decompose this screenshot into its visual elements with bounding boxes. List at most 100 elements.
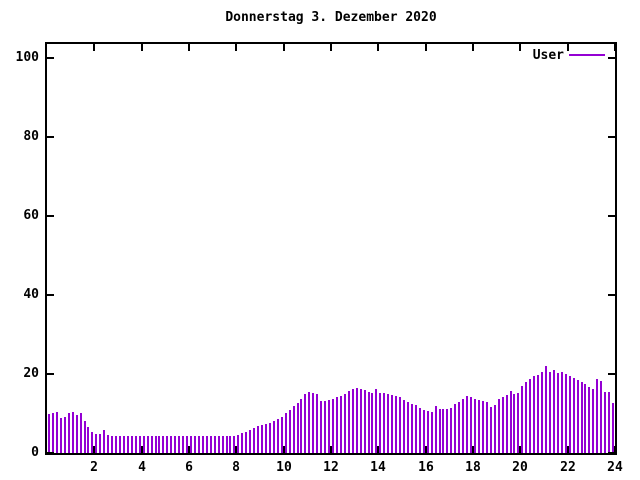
- bar: [604, 392, 607, 453]
- bar: [545, 366, 547, 453]
- bar: [430, 412, 433, 453]
- x-tick-top: [141, 44, 143, 51]
- bar: [107, 435, 110, 453]
- bar: [462, 399, 465, 453]
- bar: [103, 430, 106, 453]
- bar: [505, 395, 508, 453]
- bar: [375, 389, 378, 453]
- bar: [178, 436, 181, 453]
- bar: [272, 421, 275, 453]
- x-tick-bottom: [141, 446, 143, 453]
- bar: [296, 403, 299, 453]
- y-tick-right: [608, 136, 615, 138]
- bar: [99, 434, 102, 453]
- bar: [300, 399, 303, 453]
- bar: [55, 412, 58, 453]
- bar: [383, 393, 386, 453]
- y-tick-right: [608, 452, 615, 454]
- bar: [190, 436, 192, 453]
- x-tick-bottom: [330, 446, 332, 453]
- bar: [233, 436, 236, 453]
- bar: [489, 407, 492, 453]
- y-tick-left: [47, 373, 54, 375]
- bar: [304, 394, 307, 453]
- bar: [292, 406, 295, 453]
- x-tick-label: 2: [90, 460, 98, 475]
- bar: [122, 436, 125, 453]
- bar: [466, 396, 469, 453]
- bar: [525, 382, 528, 453]
- bar: [485, 402, 488, 453]
- bar: [537, 375, 540, 453]
- bar: [584, 384, 587, 453]
- x-tick-bottom: [377, 446, 379, 453]
- x-tick-label: 22: [560, 460, 576, 475]
- bar: [288, 410, 291, 453]
- bar: [201, 436, 204, 453]
- y-tick-label: 40: [23, 287, 39, 302]
- x-tick-top: [93, 44, 95, 51]
- bar: [225, 436, 228, 453]
- x-tick-bottom: [472, 446, 474, 453]
- legend-label-user: User: [532, 47, 564, 63]
- y-tick-right: [608, 215, 615, 217]
- bar: [95, 434, 98, 453]
- y-tick-label: 0: [31, 445, 39, 460]
- bar: [115, 436, 118, 453]
- x-tick-top: [188, 44, 190, 51]
- x-tick-label: 24: [607, 460, 623, 475]
- bar: [87, 427, 90, 453]
- bar: [395, 396, 398, 453]
- bar: [517, 393, 520, 453]
- bar: [63, 417, 66, 453]
- y-tick-left: [47, 215, 54, 217]
- y-tick-left: [47, 136, 54, 138]
- bar: [166, 436, 169, 453]
- bar: [572, 378, 575, 453]
- bar: [316, 394, 319, 453]
- bar: [130, 436, 133, 453]
- y-tick-label: 60: [23, 208, 39, 223]
- bar: [529, 379, 532, 453]
- y-tick-left: [47, 57, 54, 59]
- x-tick-top: [567, 44, 569, 51]
- bar: [83, 421, 86, 453]
- y-tick-label: 100: [15, 50, 39, 65]
- x-tick-bottom: [567, 446, 569, 453]
- bar: [182, 436, 185, 453]
- bar: [403, 400, 405, 453]
- bar: [335, 397, 338, 453]
- x-tick-bottom: [93, 446, 95, 453]
- bar: [351, 389, 354, 453]
- bar: [154, 436, 157, 453]
- bar: [51, 413, 54, 453]
- bar: [75, 415, 78, 453]
- bar: [422, 410, 425, 453]
- bar: [264, 424, 267, 453]
- bar: [454, 404, 457, 453]
- bar: [379, 393, 382, 453]
- bar: [221, 436, 224, 453]
- x-tick-label: 20: [512, 460, 528, 475]
- y-tick-right: [608, 57, 615, 59]
- x-tick-bottom: [614, 446, 616, 453]
- x-tick-label: 18: [465, 460, 481, 475]
- bar: [391, 395, 394, 453]
- bar: [434, 406, 437, 453]
- bar: [548, 372, 551, 453]
- bar: [608, 392, 611, 453]
- bar: [387, 394, 390, 453]
- bar: [580, 382, 583, 453]
- x-tick-label: 6: [185, 460, 193, 475]
- bar: [470, 397, 473, 453]
- bar: [126, 436, 129, 453]
- bar: [253, 428, 256, 453]
- bar: [268, 423, 271, 453]
- bar: [257, 426, 260, 453]
- bar: [612, 403, 615, 453]
- bar: [501, 397, 504, 453]
- bar: [142, 436, 145, 453]
- x-tick-label: 4: [138, 460, 146, 475]
- bar: [213, 436, 216, 453]
